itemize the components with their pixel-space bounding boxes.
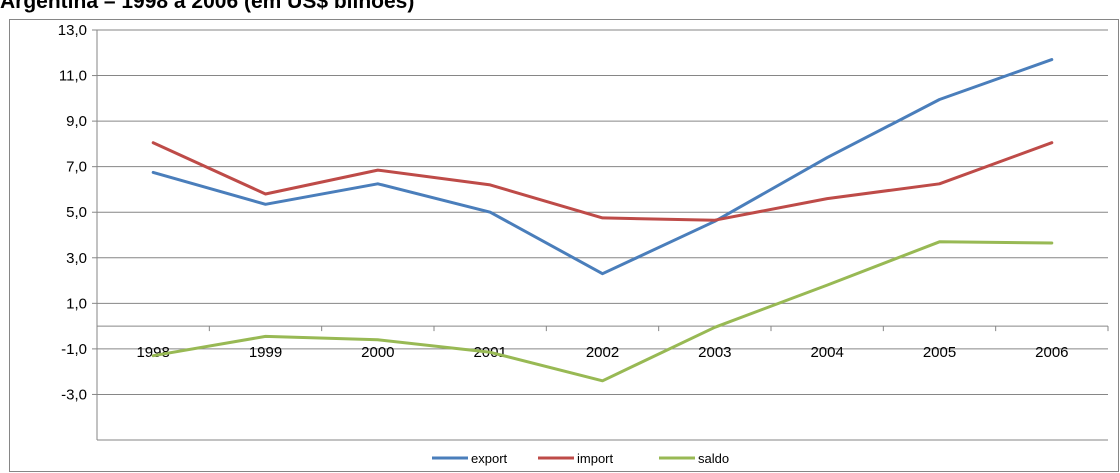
- x-axis-tick-labels: 1998 1999 2000 2001 2002 2003 2004 2005 2006: [136, 344, 1068, 361]
- y-tick-label: -3,0: [61, 386, 87, 403]
- y-tick-label: 3,0: [66, 250, 87, 267]
- y-tick-label: 1,0: [66, 295, 87, 312]
- y-tick-label: 5,0: [66, 204, 87, 221]
- x-tick-label: 2006: [1035, 344, 1068, 361]
- series-lines: [151, 58, 1054, 383]
- y-tick-label: 13,0: [58, 22, 87, 39]
- series-line-import: [151, 141, 1054, 222]
- series-line-export: [151, 58, 1054, 276]
- gridlines: [97, 29, 1108, 395]
- series-line-saldo: [151, 240, 1054, 383]
- legend-label-saldo: saldo: [698, 451, 729, 466]
- x-tick-label: 2005: [923, 344, 956, 361]
- legend-label-import: import: [577, 451, 614, 466]
- chart-title: Argentina – 1998 a 2006 (em US$ bilhões): [0, 0, 415, 13]
- legend-label-export: export: [471, 451, 508, 466]
- y-tick-label: 11,0: [59, 68, 87, 85]
- x-tick-label: 2004: [810, 344, 843, 361]
- y-axis-tick-labels: 13,0 11,0 9,0 7,0 5,0 3,0 1,0 -1,0 -3,0: [58, 22, 87, 403]
- x-tick-label: 1998: [136, 344, 169, 361]
- y-tick-label: -1,0: [61, 341, 87, 358]
- legend: export import saldo: [432, 451, 729, 466]
- axes: [92, 29, 1109, 441]
- x-tick-label: 2003: [698, 344, 731, 361]
- x-tick-label: 1999: [249, 344, 282, 361]
- y-tick-label: 9,0: [66, 113, 87, 130]
- y-tick-label: 7,0: [66, 159, 87, 176]
- x-tick-label: 2000: [361, 344, 394, 361]
- x-tick-label: 2002: [586, 344, 619, 361]
